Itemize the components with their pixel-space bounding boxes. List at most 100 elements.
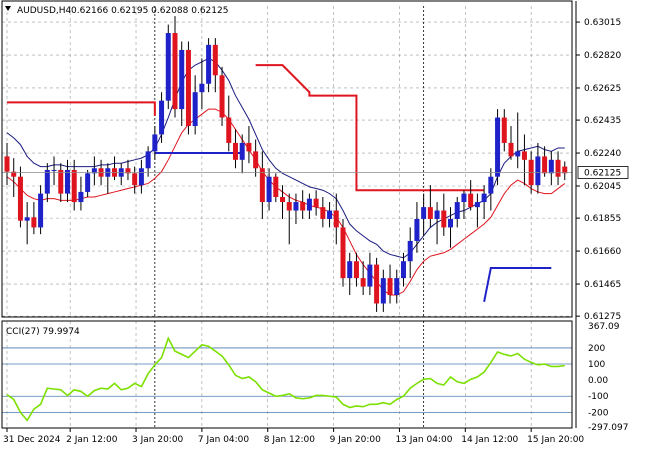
- candle-bull: [454, 202, 460, 219]
- candle-bull: [548, 159, 554, 174]
- candle-bull: [266, 176, 272, 203]
- current-price-label: 0.62125: [584, 168, 621, 178]
- candle-bear: [185, 49, 191, 127]
- candle-bear: [286, 202, 292, 211]
- candle-bull: [51, 169, 57, 171]
- candle-bear: [441, 210, 447, 228]
- candle-bear: [562, 166, 568, 174]
- candle-bull: [293, 202, 299, 211]
- candle-bull: [239, 142, 245, 160]
- candle-bear: [31, 217, 37, 228]
- cci-tick-label: -100: [588, 392, 609, 402]
- candle-bull: [38, 193, 44, 228]
- candle-bull: [78, 191, 84, 203]
- candle-bull: [380, 278, 386, 304]
- candle-bull: [367, 264, 373, 287]
- time-tick-label: 3 Jan 20:00: [132, 435, 184, 445]
- price-tick-label: 0.61465: [584, 280, 621, 290]
- cci-tick-label: 200: [588, 344, 605, 354]
- candle-bear: [468, 193, 474, 208]
- candle-bull: [394, 278, 400, 296]
- candle-bull: [421, 207, 427, 219]
- candle-bull: [179, 49, 185, 110]
- time-tick-label: 13 Jan 04:00: [395, 435, 452, 445]
- cci-layer: [2, 336, 572, 422]
- price-tick-label: 0.61660: [584, 247, 621, 257]
- candle-bear: [333, 210, 339, 228]
- candle-bear: [253, 151, 259, 169]
- candle-bull: [515, 151, 521, 157]
- menu-triangle-icon[interactable]: [5, 6, 11, 11]
- candle-bull: [91, 168, 97, 174]
- time-tick-label: 9 Jan 20:00: [330, 435, 382, 445]
- candle-bear: [219, 75, 225, 118]
- candle-bull: [407, 240, 413, 262]
- candle-bull: [306, 198, 312, 211]
- candle-bear: [58, 169, 64, 194]
- candle-bull: [481, 193, 487, 203]
- candle-bull: [145, 151, 151, 169]
- cci-tick-label: 0.00: [588, 376, 608, 386]
- price-tick-label: 0.62625: [584, 84, 621, 94]
- candle-bear: [313, 198, 319, 208]
- candle-bull: [495, 117, 501, 177]
- cci-tick-label: 367.09: [588, 322, 620, 332]
- candle-bear: [320, 207, 326, 219]
- candle-bull: [461, 193, 467, 203]
- candle-bear: [246, 142, 252, 152]
- price-layer: [2, 16, 572, 312]
- candle-bear: [300, 202, 306, 211]
- time-tick-label: 14 Jan 12:00: [461, 435, 518, 445]
- candle-bear: [11, 171, 17, 177]
- time-tick-label: 2 Jan 12:00: [66, 435, 118, 445]
- candle-bear: [273, 176, 279, 197]
- cci-tick-label: -200: [588, 408, 609, 418]
- cci-tick-label: 100: [588, 360, 605, 370]
- price-tick-label: 0.62240: [584, 149, 621, 159]
- label-layer: AUDUSD,H4 0.62166 0.62195 0.62088 0.6212…: [5, 6, 228, 337]
- stop-line-down: [255, 64, 485, 192]
- candle-bull: [474, 202, 480, 208]
- frame-layer: [1, 0, 577, 429]
- slow-ma-line: [6, 108, 566, 296]
- stop-line-up: [483, 266, 552, 302]
- current-price-box: [577, 166, 629, 179]
- candle-bear: [172, 33, 178, 110]
- time-tick-label: 8 Jan 12:00: [264, 435, 316, 445]
- candle-bear: [521, 151, 527, 160]
- candle-bull: [434, 210, 440, 219]
- symbol-label: AUDUSD,H4: [17, 6, 72, 16]
- price-tick-label: 0.62820: [584, 51, 621, 61]
- candle-bull: [165, 33, 171, 101]
- candle-bull: [400, 261, 406, 279]
- candle-bull: [347, 261, 353, 279]
- candle-bull: [138, 168, 144, 186]
- candle-bull: [535, 156, 541, 186]
- candle-bear: [427, 207, 433, 219]
- candle-bear: [259, 168, 265, 203]
- price-tick-label: 0.61855: [584, 214, 621, 224]
- candle-bull: [414, 218, 420, 241]
- stop-line-down: [7, 101, 156, 116]
- ohlc-readout: 0.62166 0.62195 0.62088 0.62125: [71, 6, 228, 16]
- time-tick-label: 31 Dec 2024: [3, 435, 61, 445]
- candle-bull: [44, 169, 50, 194]
- candle-bear: [360, 278, 366, 287]
- candle-bear: [4, 156, 10, 172]
- candle-bear: [226, 117, 232, 143]
- cci-line: [6, 336, 565, 422]
- candle-bear: [387, 278, 393, 296]
- candle-bear: [508, 142, 514, 157]
- candle-bull: [192, 92, 198, 127]
- price-tick-label: 0.61275: [584, 312, 621, 322]
- candle-bear: [374, 264, 380, 304]
- candle-bear: [17, 176, 23, 221]
- candle-bear: [501, 117, 507, 143]
- time-tick-label: 15 Jan 20:00: [527, 435, 584, 445]
- candle-bear: [212, 44, 218, 76]
- candle-bull: [199, 83, 205, 93]
- candle-bear: [71, 169, 77, 203]
- candle-bull: [64, 169, 70, 194]
